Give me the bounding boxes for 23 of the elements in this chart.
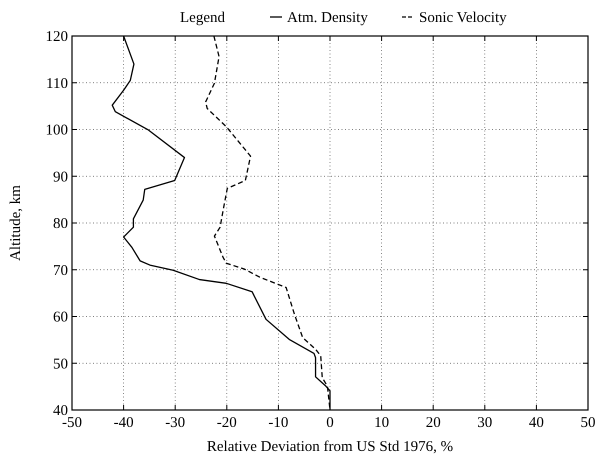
x-tick-label: 30 — [477, 415, 492, 431]
legend-label: Sonic Velocity — [419, 10, 508, 26]
y-tick-label: 90 — [53, 169, 68, 186]
x-tick-label: 20 — [426, 415, 441, 431]
y-tick-label: 60 — [53, 310, 68, 326]
x-tick-label: -10 — [268, 415, 288, 431]
y-tick-label: 50 — [53, 356, 68, 372]
x-tick-label: 50 — [580, 415, 596, 431]
legend-title: Legend — [180, 10, 226, 26]
x-tick-label: 40 — [528, 415, 544, 431]
legend-label: Atm. Density — [287, 10, 368, 26]
x-axis-title: Relative Deviation from US Std 1976, % — [206, 439, 454, 455]
y-tick-label: 80 — [53, 216, 68, 232]
x-tick-label: -40 — [114, 415, 134, 431]
x-tick-label: 0 — [326, 415, 334, 431]
y-tick-label: 70 — [53, 262, 68, 279]
y-tick-label: 120 — [46, 29, 68, 45]
y-tick-label: 100 — [46, 122, 68, 138]
y-tick-label: 110 — [46, 76, 68, 92]
y-axis-title: Altitude, km — [8, 184, 24, 261]
x-tick-label: -30 — [165, 415, 186, 431]
x-tick-label: 10 — [374, 415, 390, 431]
x-tick-label: -20 — [216, 415, 237, 431]
